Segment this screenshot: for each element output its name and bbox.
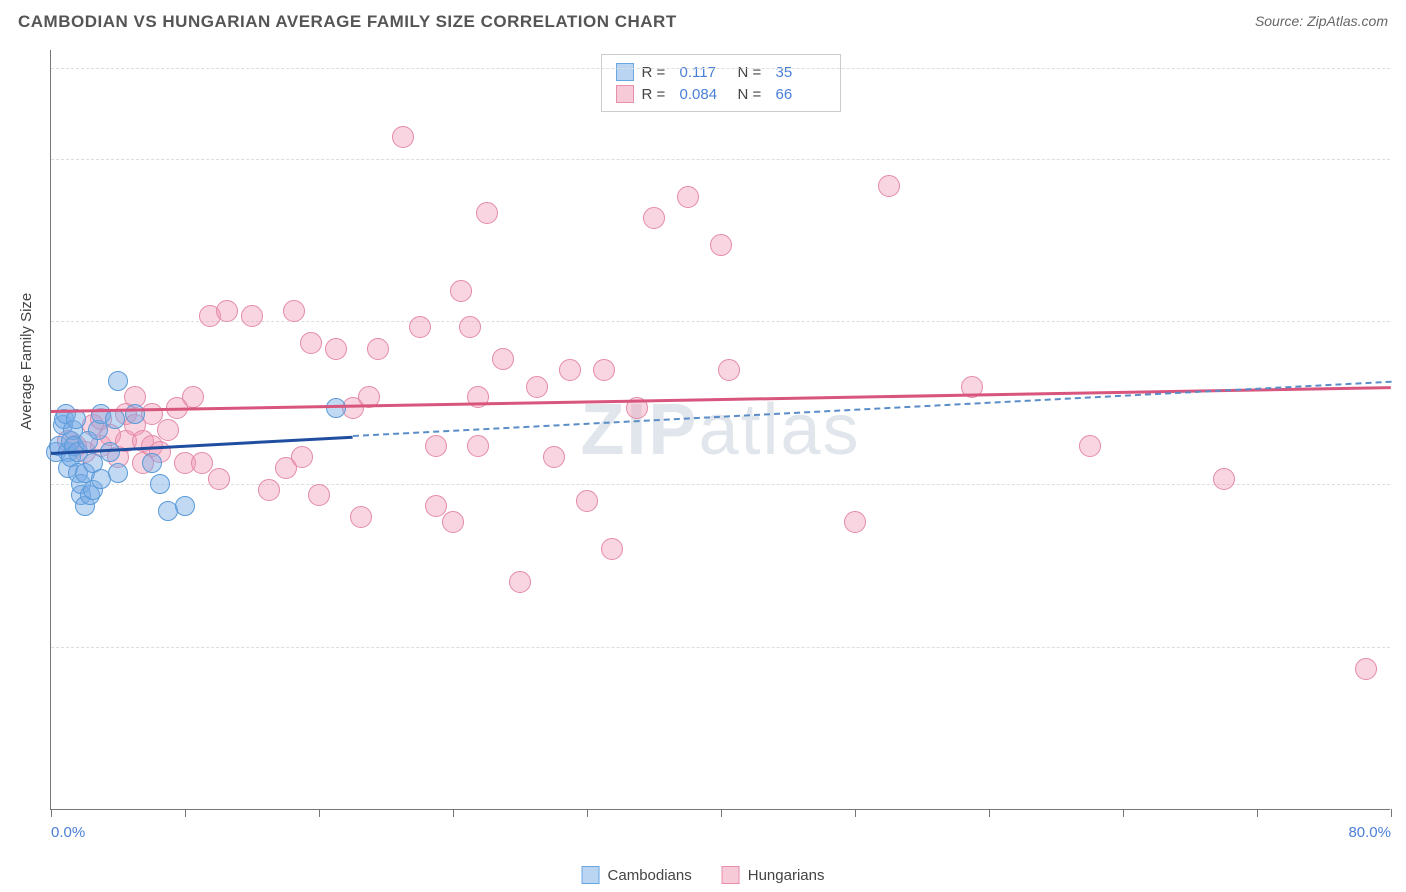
data-point xyxy=(326,398,346,418)
data-point xyxy=(643,207,665,229)
legend-row: R = 0.117 N = 35 xyxy=(616,61,826,83)
data-point xyxy=(175,496,195,516)
x-tick xyxy=(51,809,52,817)
x-tick xyxy=(1391,809,1392,817)
n-label: N = xyxy=(738,64,768,81)
data-point xyxy=(576,490,598,512)
y-tick-label: 6.00 xyxy=(1395,150,1406,167)
data-point xyxy=(442,511,464,533)
y-tick-label: 4.50 xyxy=(1395,313,1406,330)
x-tick xyxy=(989,809,990,817)
data-point xyxy=(157,419,179,441)
data-point xyxy=(367,338,389,360)
data-point xyxy=(300,332,322,354)
x-tick xyxy=(1123,809,1124,817)
gridline xyxy=(51,159,1390,160)
data-point xyxy=(476,202,498,224)
legend-row: R = 0.084 N = 66 xyxy=(616,83,826,105)
data-point xyxy=(325,338,347,360)
x-tick xyxy=(721,809,722,817)
data-point xyxy=(208,468,230,490)
data-point xyxy=(718,359,740,381)
data-point xyxy=(108,463,128,483)
x-tick xyxy=(453,809,454,817)
data-point xyxy=(108,371,128,391)
legend-label: Cambodians xyxy=(608,867,692,884)
data-point xyxy=(467,386,489,408)
gridline xyxy=(51,647,1390,648)
y-axis-label: Average Family Size xyxy=(18,293,35,430)
x-tick xyxy=(319,809,320,817)
data-point xyxy=(492,348,514,370)
gridline xyxy=(51,68,1390,69)
data-point xyxy=(710,234,732,256)
data-point xyxy=(467,435,489,457)
correlation-legend: R = 0.117 N = 35 R = 0.084 N = 66 xyxy=(601,54,841,112)
data-point xyxy=(425,495,447,517)
data-point xyxy=(1079,435,1101,457)
data-point xyxy=(844,511,866,533)
x-tick xyxy=(587,809,588,817)
data-point xyxy=(350,506,372,528)
data-point xyxy=(543,446,565,468)
data-point xyxy=(1213,468,1235,490)
data-point xyxy=(291,446,313,468)
data-point xyxy=(450,280,472,302)
data-point xyxy=(308,484,330,506)
legend-swatch xyxy=(616,63,634,81)
n-value: 66 xyxy=(776,86,826,103)
scatter-chart: ZIPatlas R =0.117N =35R =0.084N =66 1.50… xyxy=(50,50,1390,810)
x-tick xyxy=(185,809,186,817)
x-tick xyxy=(855,809,856,817)
legend-item: Cambodians xyxy=(582,866,692,884)
r-value: 0.117 xyxy=(680,64,730,81)
legend-label: Hungarians xyxy=(748,867,825,884)
chart-title: CAMBODIAN VS HUNGARIAN AVERAGE FAMILY SI… xyxy=(18,12,677,32)
data-point xyxy=(105,409,125,429)
data-point xyxy=(392,126,414,148)
data-point xyxy=(258,479,280,501)
x-tick-label: 80.0% xyxy=(1348,824,1391,841)
series-legend: Cambodians Hungarians xyxy=(582,866,825,884)
data-point xyxy=(878,175,900,197)
data-point xyxy=(125,404,145,424)
data-point xyxy=(559,359,581,381)
n-label: N = xyxy=(738,86,768,103)
x-tick xyxy=(1257,809,1258,817)
source-attribution: Source: ZipAtlas.com xyxy=(1255,13,1388,31)
y-tick-label: 1.50 xyxy=(1395,639,1406,656)
trend-line xyxy=(352,381,1391,437)
data-point xyxy=(601,538,623,560)
r-value: 0.084 xyxy=(680,86,730,103)
n-value: 35 xyxy=(776,64,826,81)
data-point xyxy=(459,316,481,338)
data-point xyxy=(1355,658,1377,680)
data-point xyxy=(593,359,615,381)
legend-item: Hungarians xyxy=(722,866,825,884)
data-point xyxy=(191,452,213,474)
data-point xyxy=(677,186,699,208)
data-point xyxy=(409,316,431,338)
legend-swatch xyxy=(582,866,600,884)
legend-swatch xyxy=(616,85,634,103)
data-point xyxy=(283,300,305,322)
data-point xyxy=(182,386,204,408)
data-point xyxy=(142,453,162,473)
y-tick-label: 3.00 xyxy=(1395,476,1406,493)
r-label: R = xyxy=(642,86,672,103)
r-label: R = xyxy=(642,64,672,81)
data-point xyxy=(425,435,447,457)
data-point xyxy=(150,474,170,494)
data-point xyxy=(509,571,531,593)
gridline xyxy=(51,484,1390,485)
legend-swatch xyxy=(722,866,740,884)
x-tick-label: 0.0% xyxy=(51,824,85,841)
data-point xyxy=(241,305,263,327)
data-point xyxy=(526,376,548,398)
data-point xyxy=(216,300,238,322)
